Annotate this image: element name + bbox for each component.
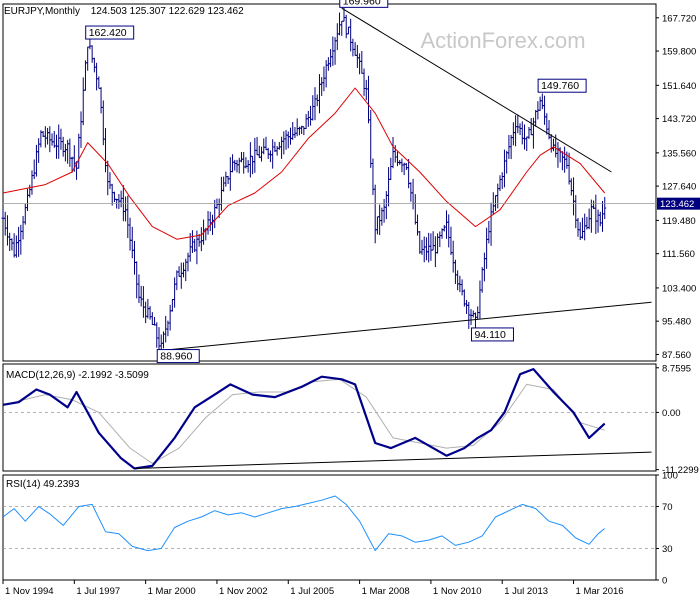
x-axis-label: 1 Mar 2008	[362, 586, 410, 597]
macd-axis-label: 0.00	[662, 408, 681, 419]
x-axis-label: 1 Jul 2005	[290, 586, 334, 597]
annotation-box	[85, 25, 135, 40]
x-axis-label: 1 Nov 2002	[219, 586, 268, 597]
macd-main-line	[2, 368, 606, 470]
svg-text:EURJPY,Monthly 124.503 1: EURJPY,Monthly 124.503 125.307 122.629 1…	[4, 6, 244, 17]
axis-layer: 167.720 159.800 151.640 143.720 135.560 127.6…	[2, 13, 700, 597]
macd-layer	[2, 368, 656, 470]
price-axis-label: 127.640	[662, 182, 696, 193]
price-axis-label: 135.560	[662, 148, 696, 159]
price-axis-label: 119.480	[662, 216, 696, 227]
macd-axis-label: 8.7595	[662, 363, 691, 374]
current-price-label: 123.462	[660, 199, 694, 210]
price-panel-frame	[2, 3, 657, 362]
macd-trendline	[134, 451, 652, 469]
symbol-label: EURJPY,Monthly	[4, 6, 80, 17]
rsi-axis-label: 0	[662, 576, 667, 587]
x-axis-label: 1 Jul 1997	[76, 586, 120, 597]
watermark-layer: ActionForex.com	[420, 28, 585, 53]
ohlc-label: 124.503 125.307 122.629 123.462	[91, 6, 244, 17]
annotation-box	[339, 0, 389, 8]
annotation-label: 149.760	[541, 80, 579, 92]
rsi-axis-label: 70	[662, 502, 673, 513]
price-axis-label: 159.800	[662, 47, 696, 58]
x-axis-label: 1 Jul 2013	[504, 586, 548, 597]
macd-title: MACD(12,26,9) -2.1992 -3.5099	[6, 370, 149, 381]
resistance-trendline	[341, 7, 612, 173]
macd-panel-frame	[2, 363, 657, 472]
rsi-layer	[2, 495, 656, 552]
price-layer: 162.420 169.960 149.760 88.960 94.110	[1, 0, 656, 364]
header-layer: EURJPY,Monthly 124.503 125.307 122.629 1…	[4, 6, 244, 490]
watermark-text: ActionForex.com	[420, 28, 585, 53]
support-trendline	[161, 301, 652, 351]
rsi-title: RSI(14) 49.2393	[6, 479, 80, 490]
annotation-label: 169.960	[343, 0, 381, 7]
price-axis-label: 95.480	[662, 317, 691, 328]
current-price-box	[657, 197, 700, 210]
x-axis-label: 1 Nov 1994	[5, 586, 54, 597]
moving-average-line	[2, 87, 606, 240]
annotation-label: 88.960	[160, 351, 192, 363]
annotation-box	[156, 349, 200, 364]
x-axis-label: 1 Nov 2010	[433, 586, 482, 597]
rsi-panel-frame	[2, 474, 657, 581]
rsi-line	[2, 495, 606, 552]
x-axis-label: 1 Mar 2016	[576, 586, 624, 597]
price-axis-label: 103.400	[662, 283, 696, 294]
price-axis-label: 87.560	[662, 350, 691, 361]
x-axis-label: 1 Mar 2000	[148, 586, 196, 597]
price-axis-label: 167.720	[662, 13, 696, 24]
price-axis-label: 151.640	[662, 81, 696, 92]
macd-axis-label: -11.2299	[662, 465, 699, 476]
annotation-label: 162.420	[89, 27, 127, 39]
price-axis-label: 143.720	[662, 114, 696, 125]
annotation-box	[537, 78, 587, 93]
rsi-axis-label: 100	[662, 471, 678, 482]
annotation-box	[470, 327, 514, 342]
annotation-label: 94.110	[474, 329, 505, 341]
price-axis-label: 111.560	[662, 249, 695, 260]
rsi-axis-label: 30	[662, 544, 673, 555]
